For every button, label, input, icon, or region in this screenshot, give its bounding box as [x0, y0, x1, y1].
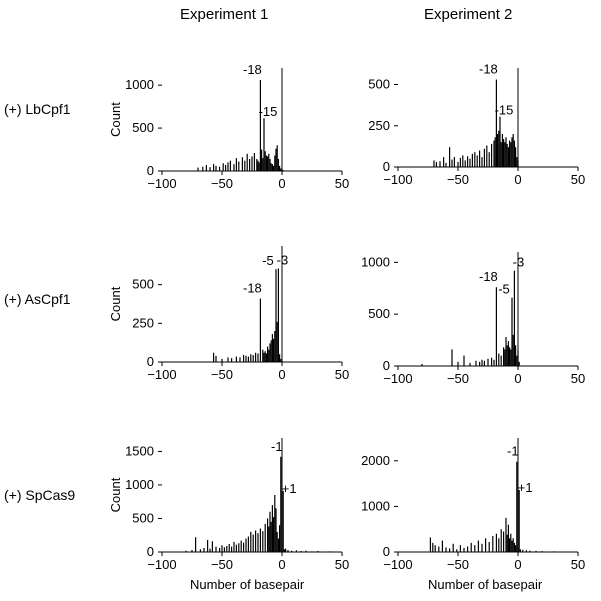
x-tick-label: −50 — [211, 176, 233, 191]
y-tick-label: 0 — [147, 544, 154, 559]
annotation-label: -15 — [495, 103, 514, 118]
x-tick-label: 50 — [335, 367, 349, 382]
annotation-label: -18 — [243, 62, 262, 77]
y-tick-label: 250 — [132, 315, 154, 330]
x-tick-label: 50 — [335, 176, 349, 191]
x-axis-label-right: Number of basepair — [428, 577, 543, 592]
y-tick-label: 1000 — [361, 254, 390, 269]
y-tick-label: 2000 — [361, 453, 390, 468]
x-tick-label: −50 — [447, 557, 469, 572]
x-tick-label: −50 — [447, 371, 469, 386]
column-title-experiment-2: Experiment 2 — [424, 6, 513, 23]
y-axis-label: Count — [108, 286, 123, 321]
annotation-label: +1 — [282, 481, 297, 496]
x-axis-label-left: Number of basepair — [190, 577, 305, 592]
y-axis-label: Count — [108, 477, 123, 512]
x-tick-label: −100 — [383, 371, 412, 386]
annotation-label: -5 — [262, 253, 274, 268]
annotation-label: -1 — [271, 439, 283, 454]
x-tick-label: 0 — [278, 176, 285, 191]
x-tick-label: −50 — [211, 367, 233, 382]
annotation-label: -5 — [498, 282, 510, 297]
x-tick-label: 0 — [514, 557, 521, 572]
y-tick-label: 0 — [383, 159, 390, 174]
y-tick-label: 500 — [368, 306, 390, 321]
y-axis-label: Count — [108, 102, 123, 137]
x-tick-label: 0 — [278, 367, 285, 382]
y-tick-label: 1000 — [125, 77, 154, 92]
annotation-label: -3 — [277, 252, 289, 267]
x-tick-label: −100 — [147, 367, 176, 382]
x-tick-label: −100 — [147, 557, 176, 572]
x-tick-label: −100 — [147, 176, 176, 191]
x-tick-label: −50 — [211, 557, 233, 572]
x-tick-label: 50 — [571, 172, 585, 187]
y-tick-label: 0 — [147, 354, 154, 369]
x-tick-label: −100 — [383, 172, 412, 187]
y-tick-label: 500 — [132, 277, 154, 292]
x-tick-label: 50 — [335, 557, 349, 572]
y-tick-label: 0 — [383, 544, 390, 559]
annotation-label: -3 — [513, 255, 525, 270]
annotation-label: -1 — [507, 444, 519, 459]
row-label-spcas9: (+) SpCas9 — [4, 487, 76, 503]
x-tick-label: −100 — [383, 557, 412, 572]
y-tick-label: 1500 — [125, 443, 154, 458]
x-tick-label: 50 — [571, 557, 585, 572]
row-label-lbcpf1: (+) LbCpf1 — [4, 101, 71, 117]
annotation-label: -18 — [479, 62, 498, 77]
row-label-ascpf1: (+) AsCpf1 — [4, 291, 71, 307]
y-tick-label: 250 — [368, 118, 390, 133]
annotation-label: +1 — [518, 480, 533, 495]
annotation-label: -18 — [479, 269, 498, 284]
y-tick-label: 1000 — [125, 477, 154, 492]
column-title-experiment-1: Experiment 1 — [180, 6, 269, 23]
y-tick-label: 500 — [368, 77, 390, 92]
y-tick-label: 500 — [132, 510, 154, 525]
annotation-label: -18 — [243, 281, 262, 296]
x-tick-label: −50 — [447, 172, 469, 187]
x-tick-label: 50 — [571, 371, 585, 386]
y-tick-label: 0 — [147, 163, 154, 178]
x-tick-label: 0 — [278, 557, 285, 572]
y-tick-label: 1000 — [361, 498, 390, 513]
y-tick-label: 0 — [383, 358, 390, 373]
annotation-label: -15 — [259, 104, 278, 119]
x-tick-label: 0 — [514, 172, 521, 187]
x-tick-label: 0 — [514, 371, 521, 386]
y-tick-label: 500 — [132, 120, 154, 135]
